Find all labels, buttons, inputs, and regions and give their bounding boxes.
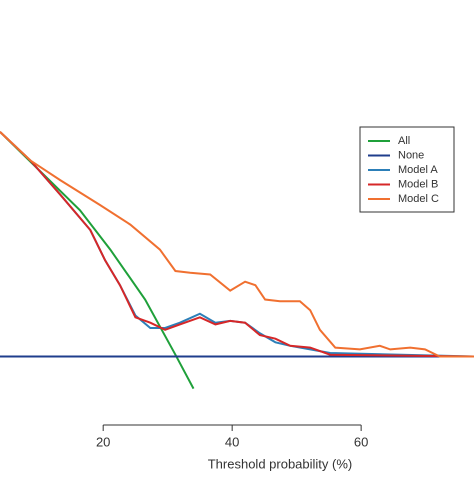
line [0,131,195,390]
legend-label: None [398,149,424,161]
legend-label: Model B [398,178,438,190]
legend-label: All [398,135,410,147]
x-axis-label: Threshold probability (%) [208,456,353,471]
legend-label: Model A [398,164,438,176]
legend-label: Model C [398,193,439,205]
x-tick-label: 20 [96,434,110,449]
x-tick-label: 60 [354,434,368,449]
x-tick-label: 40 [225,434,239,449]
line [0,131,474,358]
line [0,131,474,358]
